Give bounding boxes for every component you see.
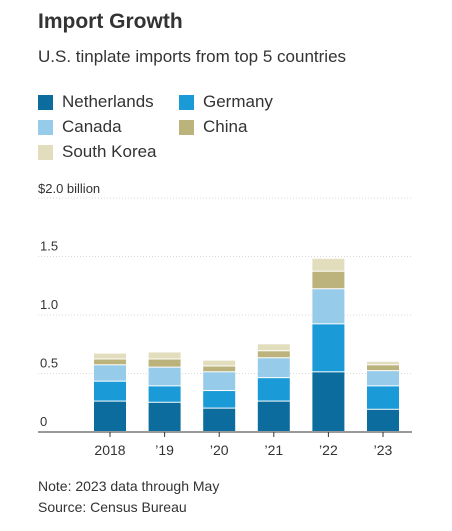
- chart-subtitle: U.S. tinplate imports from top 5 countri…: [38, 47, 347, 66]
- bar-segment: [367, 361, 399, 365]
- x-tick-label: ’19: [155, 442, 174, 458]
- x-tick-label: 2018: [94, 442, 125, 458]
- bar-segment: [148, 352, 181, 359]
- bar-segment: [148, 386, 181, 402]
- y-tick-label: 1.5: [40, 239, 58, 254]
- bar-segment: [312, 324, 345, 372]
- bar-segment: [203, 408, 236, 431]
- bar-segment: [312, 271, 345, 289]
- bar-segment: [257, 378, 290, 401]
- bar-segment: [94, 359, 126, 365]
- legend-item-germany: Germany: [179, 92, 273, 112]
- legend-label-south-korea: South Korea: [62, 142, 157, 161]
- bar-segment: [257, 358, 290, 378]
- x-tick-label: ’23: [374, 442, 393, 458]
- bar-segment: [257, 351, 290, 358]
- y-tick-label: 0: [40, 414, 47, 429]
- bar-segment: [203, 372, 236, 391]
- chart-source: Source: Census Bureau: [38, 499, 187, 515]
- x-tick-label: ’21: [264, 442, 283, 458]
- bar-segment: [203, 366, 236, 372]
- chart-title: Import Growth: [38, 10, 183, 33]
- bar-segment: [94, 401, 126, 431]
- legend-label-germany: Germany: [203, 92, 273, 111]
- y-axis-top-label: $2.0 billion: [38, 181, 101, 196]
- bar-segment: [367, 371, 399, 386]
- bar-segment: [148, 402, 181, 431]
- bar-segment: [312, 372, 345, 431]
- bar-segment: [367, 409, 399, 431]
- x-tick-label: ’20: [210, 442, 229, 458]
- legend-item-canada: Canada: [38, 117, 122, 137]
- y-tick-label: 1.0: [40, 297, 58, 312]
- legend-item-south-korea: South Korea: [38, 142, 157, 162]
- chart-note: Note: 2023 data through May: [38, 478, 220, 494]
- y-tick-label: 0.5: [40, 356, 58, 371]
- legend-swatch-china: [179, 119, 194, 135]
- bar-segment: [367, 386, 399, 409]
- legend-swatch-germany: [179, 94, 194, 110]
- bar-segment: [94, 381, 126, 401]
- x-tick-label: ’22: [319, 442, 338, 458]
- bar-segment: [257, 401, 290, 431]
- bar-segment: [367, 365, 399, 371]
- bar-segment: [312, 289, 345, 324]
- bar-segment: [94, 365, 126, 381]
- bar-segment: [148, 367, 181, 386]
- legend-item-china: China: [179, 117, 247, 137]
- legend-label-canada: Canada: [62, 117, 122, 136]
- bar-segment: [203, 391, 236, 408]
- legend-label-china: China: [203, 117, 248, 136]
- bar-segment: [94, 353, 126, 359]
- legend-swatch-netherlands: [38, 94, 53, 110]
- legend-swatch-canada: [38, 119, 53, 135]
- bar-segment: [148, 359, 181, 367]
- legend-swatch-south-korea: [38, 144, 53, 160]
- legend-label-netherlands: Netherlands: [62, 92, 154, 111]
- bar-segment: [257, 344, 290, 351]
- bar-segment: [312, 258, 345, 271]
- bar-segment: [203, 360, 236, 366]
- legend-item-netherlands: Netherlands: [38, 92, 154, 112]
